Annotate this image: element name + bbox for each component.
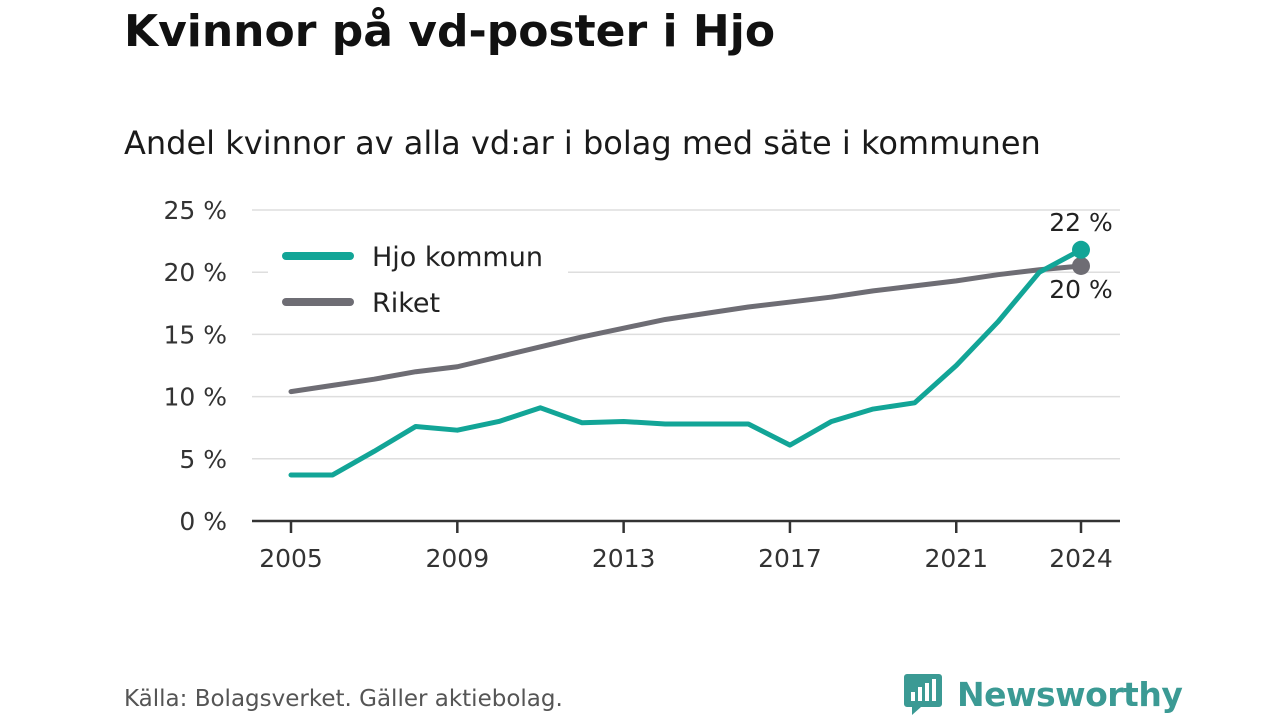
end-labels: 22 % 20 % (1049, 208, 1113, 304)
legend: Hjo kommun Riket (268, 233, 568, 323)
x-tick-label: 2009 (426, 544, 490, 573)
y-tick-label: 5 % (179, 445, 227, 474)
end-point-hjo-kommun (1072, 240, 1090, 259)
y-tick-label: 0 % (179, 507, 227, 536)
series-line-riket (288, 263, 1084, 395)
source-note: Källa: Bolagsverket. Gäller aktiebolag. (124, 686, 563, 712)
end-label-riket: 20 % (1049, 275, 1113, 304)
newsworthy-logo-icon (904, 674, 942, 715)
y-tick-label: 25 % (163, 196, 227, 225)
line-chart: 0 % 5 % 10 % 15 % 20 % 25 % 2005 2009 2013 2017 20… (163, 196, 1120, 573)
x-tick-label: 2021 (924, 544, 988, 573)
y-tick-label: 15 % (163, 320, 227, 349)
end-label-hjo-kommun: 22 % (1049, 208, 1113, 237)
y-tick-label: 20 % (163, 258, 227, 287)
series-lines (288, 240, 1090, 478)
x-tick-label: 2013 (592, 544, 656, 573)
chart-title: Kvinnor på vd-poster i Hjo (124, 6, 776, 57)
series-line-hjo-kommun (288, 247, 1084, 478)
legend-label: Hjo kommun (372, 242, 543, 273)
brand-name: Newsworthy (957, 674, 1183, 714)
end-point-riket (1072, 256, 1090, 275)
axes: 0 % 5 % 10 % 15 % 20 % 25 % 2005 2009 2013 2017 20… (163, 196, 1120, 573)
brand-logo: Newsworthy (903, 670, 1183, 718)
x-tick-label: 2005 (259, 544, 323, 573)
x-tick-label: 2017 (758, 544, 822, 573)
chart-subtitle: Andel kvinnor av alla vd:ar i bolag med … (124, 124, 1041, 162)
legend-background (268, 233, 568, 323)
x-tick-label: 2024 (1049, 544, 1113, 573)
legend-label: Riket (372, 288, 440, 319)
y-tick-label: 10 % (163, 383, 227, 412)
